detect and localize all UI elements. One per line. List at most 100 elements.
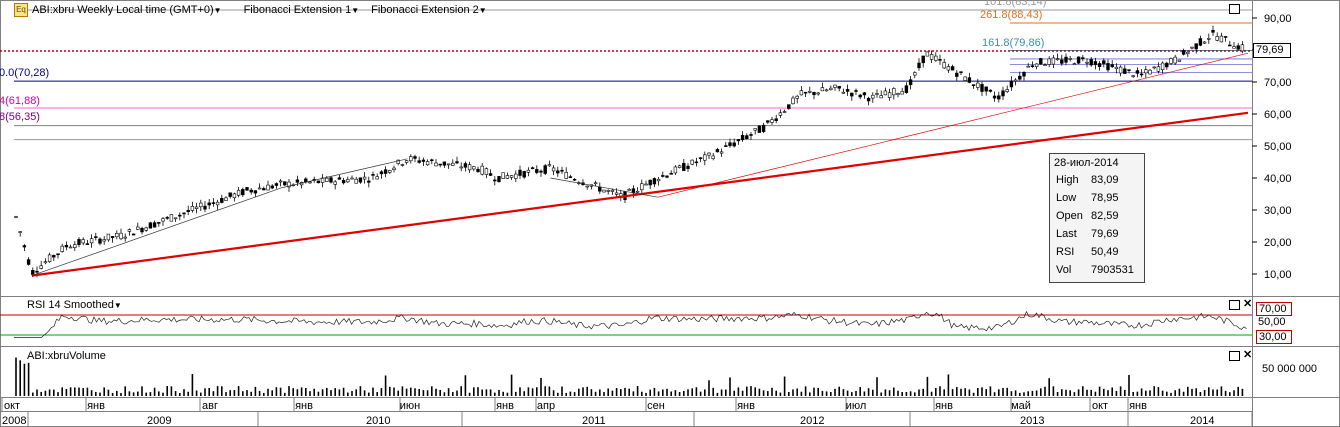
price-tick-label: 50,00 — [1264, 141, 1292, 153]
candle-body — [938, 59, 942, 61]
month-label: янв — [87, 400, 105, 412]
candle-body — [451, 162, 455, 166]
candle-body — [341, 180, 346, 184]
fib-ext-2-menu[interactable]: Fibonacci Extension 2▼ — [371, 4, 487, 16]
candle-body — [367, 180, 371, 183]
candle-body — [946, 66, 951, 71]
rsi-title[interactable]: RSI 14 Smoothed▼ — [27, 299, 122, 311]
candle-body — [1001, 90, 1005, 97]
info-row: Last 79,69 — [1056, 228, 1119, 240]
candle-body — [862, 92, 867, 96]
candle-body — [241, 189, 245, 196]
candle-body — [652, 178, 657, 185]
candle-body — [791, 97, 795, 105]
candle-body — [799, 90, 804, 96]
candle-body — [879, 95, 883, 99]
candle-body — [1005, 89, 1009, 92]
candle-body — [803, 91, 808, 94]
month-label: июн — [400, 400, 420, 412]
rsi-50-tick: 50,00 — [1258, 316, 1286, 328]
fib-label-cut: 101.8(83,14) — [984, 0, 1047, 8]
candle-body — [824, 89, 829, 92]
candle-body — [690, 159, 694, 165]
candle-body — [64, 244, 69, 248]
candle-body — [56, 253, 60, 256]
candle-body — [1089, 59, 1093, 66]
fib-anchor-line — [282, 158, 408, 188]
candle-body — [585, 185, 589, 188]
candle-body — [207, 202, 211, 206]
candle-body — [598, 186, 602, 192]
candle-body — [1190, 46, 1194, 49]
candle-body — [635, 190, 640, 193]
candle-body — [887, 92, 892, 98]
candle-body — [694, 161, 699, 164]
candle-body — [509, 175, 514, 178]
month-label: янв — [935, 400, 953, 412]
candle-body — [425, 161, 430, 166]
candle-body — [1169, 58, 1173, 64]
candle-body — [1240, 44, 1245, 52]
candle-body — [182, 212, 186, 215]
candle-body — [148, 222, 153, 229]
candle-body — [203, 205, 207, 210]
candle-body — [1118, 66, 1123, 74]
month-label: янв — [1129, 400, 1147, 412]
candle-body — [732, 142, 736, 147]
candle-body — [837, 86, 841, 89]
candle-body — [480, 165, 484, 175]
eq-icon[interactable]: Eq — [14, 3, 28, 17]
candle-body — [908, 79, 913, 86]
candle-body — [745, 135, 749, 139]
candle-body — [682, 162, 686, 171]
candle-body — [812, 91, 816, 96]
candle-body — [35, 270, 39, 273]
fib-ext-1-menu[interactable]: Fibonacci Extension 1▼ — [243, 4, 360, 16]
candle-body — [543, 165, 547, 174]
candle-body — [249, 189, 253, 193]
chart-header: Eq ABI:xbru Weekly Local time (GMT+0)▼ F… — [14, 3, 487, 17]
rsi-close-button[interactable]: ✕ — [1243, 298, 1253, 310]
candle-body — [572, 178, 577, 181]
candle-body — [1076, 56, 1081, 64]
candle-body — [841, 91, 846, 94]
candle-body — [715, 149, 720, 153]
candle-body — [1148, 69, 1152, 75]
candle-body — [1081, 57, 1085, 59]
candle-body — [131, 233, 136, 236]
candle-body — [52, 255, 56, 258]
volume-close-button[interactable]: ✕ — [1243, 349, 1253, 361]
candle-body — [362, 176, 367, 180]
candle-body — [350, 177, 354, 180]
candle-body — [925, 51, 930, 57]
info-row: Open 82,59 — [1056, 210, 1119, 222]
candle-body — [144, 227, 148, 231]
candle-body — [950, 66, 955, 71]
candle-body — [194, 206, 199, 209]
candle-body — [337, 177, 342, 180]
rsi-maximize-button[interactable] — [1229, 300, 1240, 310]
maximize-button[interactable] — [1229, 4, 1240, 14]
candle-body — [854, 90, 858, 92]
candle-body — [89, 238, 94, 244]
symbol-menu[interactable]: ABI:xbru Weekly Local time (GMT+0)▼ — [32, 4, 222, 16]
candle-body — [388, 170, 392, 173]
candle-body — [644, 183, 648, 186]
candle-body — [514, 173, 518, 179]
volume-maximize-button[interactable] — [1229, 351, 1240, 361]
candle-body — [484, 168, 489, 175]
candle-body — [778, 112, 783, 116]
candle-body — [883, 90, 888, 96]
last-price-tag: 79,69 — [1253, 43, 1291, 58]
candle-body — [274, 183, 279, 186]
candle-body — [43, 261, 48, 264]
candle-body — [728, 142, 732, 146]
candle-body — [157, 222, 161, 224]
candle-body — [871, 94, 875, 99]
year-label: 2010 — [366, 415, 390, 427]
candle-body — [262, 188, 266, 191]
candle-body — [787, 104, 791, 109]
candle-body — [295, 179, 300, 183]
candle-body — [47, 254, 52, 262]
candle-body — [518, 169, 522, 176]
